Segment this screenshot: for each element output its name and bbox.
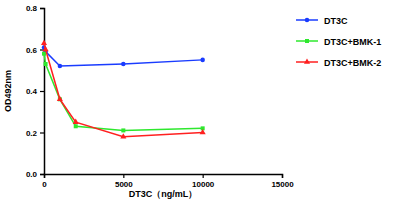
y-tick-mark <box>40 174 44 175</box>
series-marker <box>73 119 79 124</box>
series-marker <box>44 62 48 66</box>
legend-entry: DT3C+BMK-2 <box>296 58 381 68</box>
x-tick: 15000 <box>271 174 294 189</box>
series-group <box>41 40 206 139</box>
series-marker <box>57 96 63 101</box>
legend: DT3C DT3C+BMK-1 DT3C+BMK-2 <box>296 16 381 68</box>
x-tick-label: 5000 <box>115 180 133 189</box>
series-marker <box>200 129 206 134</box>
y-tick: 0.8 <box>26 4 44 13</box>
series-marker <box>43 46 49 51</box>
y-tick-label: 0.6 <box>26 46 38 55</box>
legend-marker <box>305 18 310 23</box>
y-tick-label: 0.4 <box>26 87 38 96</box>
y-tick: 0.6 <box>26 46 44 55</box>
legend-entry: DT3C <box>296 16 348 26</box>
y-tick-label: 0.8 <box>26 4 38 13</box>
series-line <box>44 54 203 131</box>
chart: 0 5000 10000 15000 0.0 0.2 0.4 0.6 0.8 DT3C（ng/mL… <box>0 0 400 200</box>
series-marker <box>200 58 205 63</box>
y-axis-title: OD492nm <box>3 70 13 112</box>
series-marker <box>121 128 125 132</box>
series-marker <box>58 64 63 69</box>
series-marker <box>120 133 126 138</box>
series-marker <box>41 40 47 45</box>
y-axis: 0.0 0.2 0.4 0.6 0.8 <box>26 4 45 179</box>
x-axis-title: DT3C（ng/mL） <box>129 189 198 199</box>
x-tick: 10000 <box>192 174 215 189</box>
y-tick: 0.4 <box>26 87 44 96</box>
x-axis: 0 5000 10000 15000 <box>42 174 294 189</box>
y-tick-label: 0.0 <box>26 170 38 179</box>
x-tick-label: 0 <box>42 180 47 189</box>
legend-marker <box>304 58 310 63</box>
y-tick: 0.2 <box>26 129 44 138</box>
x-axis-line <box>45 175 283 179</box>
plot: 0 5000 10000 15000 0.0 0.2 0.4 0.6 0.8 <box>26 4 294 189</box>
series-line <box>44 43 203 136</box>
legend-entry: DT3C+BMK-1 <box>296 37 381 47</box>
series-marker <box>121 62 126 67</box>
x-tick-mark <box>282 174 283 178</box>
x-tick-label: 15000 <box>271 180 294 189</box>
legend-label: DT3C <box>324 16 348 26</box>
legend-label: DT3C+BMK-1 <box>324 37 381 47</box>
x-tick-mark <box>123 174 124 178</box>
x-tick: 5000 <box>115 174 133 189</box>
x-tick-label: 10000 <box>192 180 215 189</box>
legend-marker <box>305 39 309 43</box>
y-tick-mark <box>40 132 44 133</box>
legend-label: DT3C+BMK-2 <box>324 58 381 68</box>
y-tick-label: 0.2 <box>26 129 38 138</box>
series-marker <box>42 52 46 56</box>
y-axis-line <box>40 9 45 175</box>
series-marker <box>74 124 78 128</box>
x-tick: 0 <box>42 174 47 189</box>
y-tick: 0.0 <box>26 170 44 179</box>
x-tick-mark <box>203 174 204 178</box>
y-tick-mark <box>40 8 44 9</box>
y-tick-mark <box>40 91 44 92</box>
series-line <box>44 47 203 66</box>
